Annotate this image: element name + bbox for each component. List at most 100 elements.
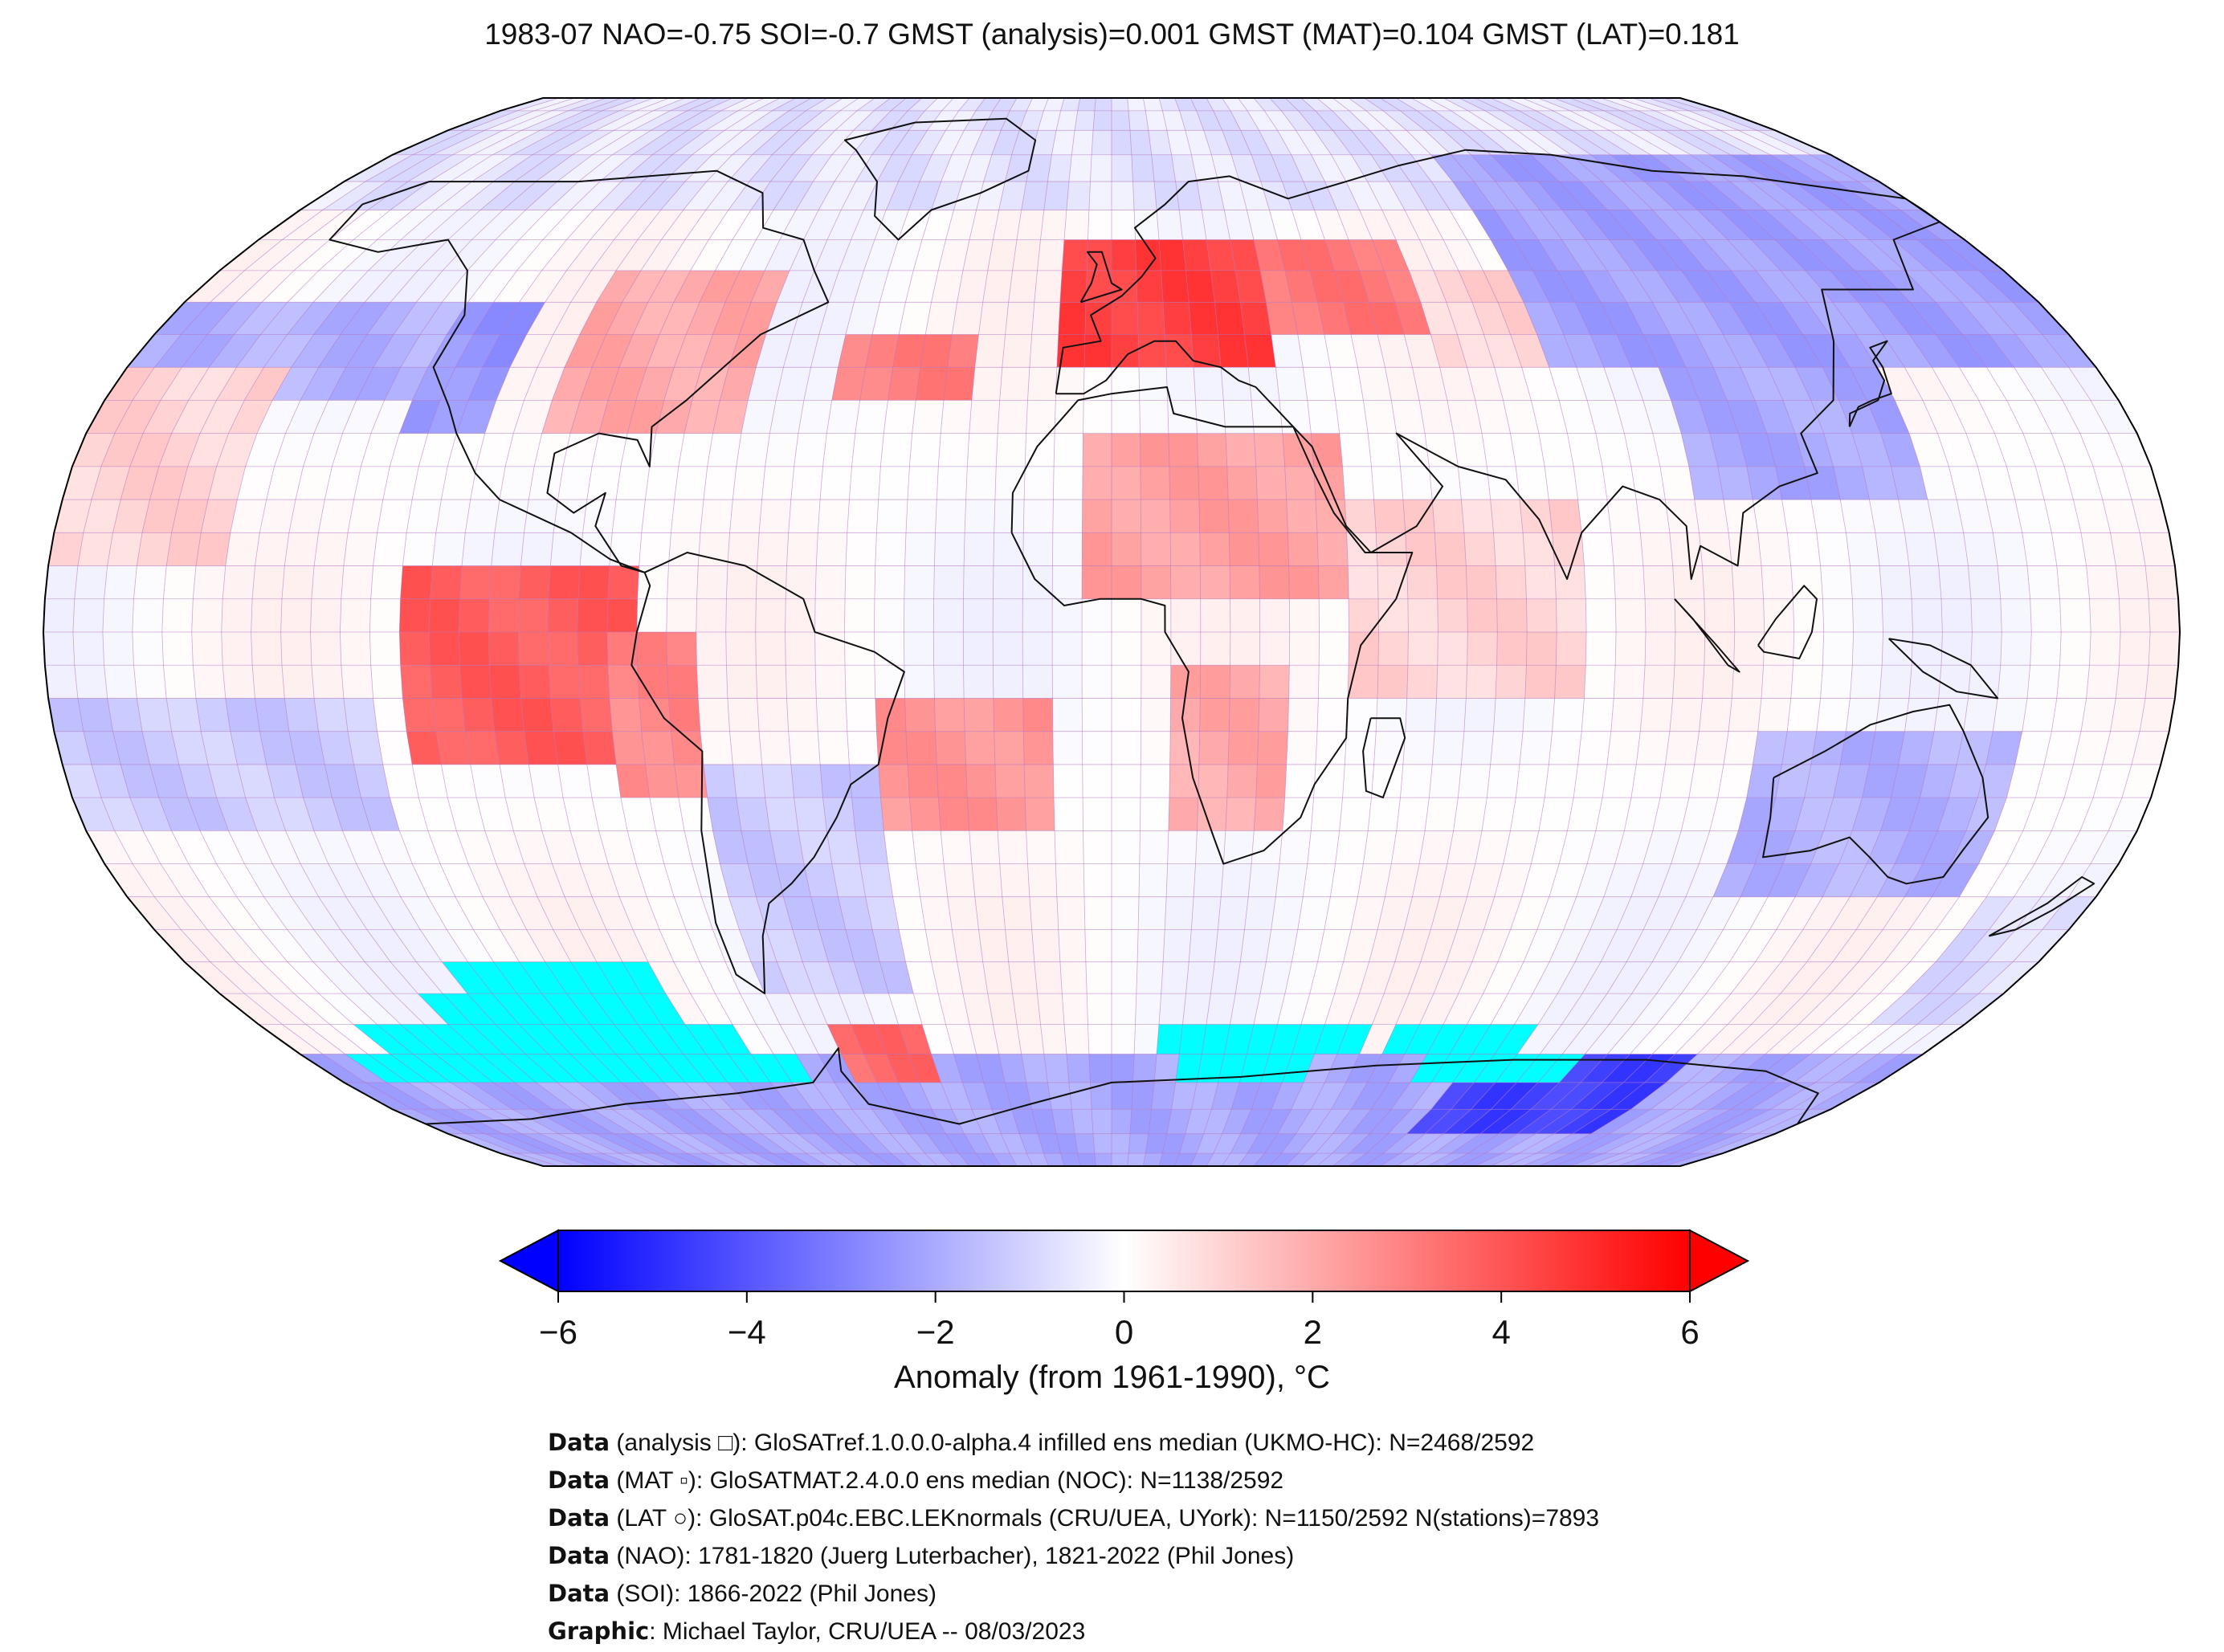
grid-cell xyxy=(2000,632,2032,666)
grid-cell xyxy=(158,797,201,831)
grid-cell xyxy=(638,1054,685,1083)
grid-cell xyxy=(1483,961,1524,994)
grid-cell xyxy=(1260,270,1292,303)
grid-cell xyxy=(1458,961,1498,994)
grid-cell xyxy=(1815,1054,1879,1083)
grid-cell xyxy=(182,334,235,368)
grid-cell xyxy=(1606,500,1641,533)
grid-cell xyxy=(1025,797,1055,831)
grid-cell xyxy=(1291,154,1325,182)
grid-cell xyxy=(520,698,554,732)
grid-cell xyxy=(429,632,460,666)
grid-cell xyxy=(1830,334,1878,368)
grid-cell xyxy=(1230,1133,1259,1154)
grid-cell xyxy=(827,210,864,240)
grid-cell xyxy=(1043,1054,1069,1083)
grid-cell xyxy=(736,797,770,831)
grid-cell xyxy=(796,182,835,210)
grid-cell xyxy=(1900,1024,1965,1054)
grid-cell xyxy=(755,1153,796,1166)
grid-cell xyxy=(1502,110,1554,131)
grid-cell xyxy=(377,1024,435,1054)
grid-cell xyxy=(1218,896,1249,930)
grid-cell xyxy=(345,182,408,210)
grid-cell xyxy=(2086,565,2120,599)
grid-cell xyxy=(1645,632,1675,666)
grid-cell xyxy=(1247,1024,1278,1054)
graticule-meridian xyxy=(1237,98,1350,1166)
grid-cell xyxy=(2027,565,2060,599)
grid-cell xyxy=(828,961,864,994)
grid-cell xyxy=(1281,110,1315,131)
grid-cell xyxy=(390,182,451,210)
grid-cell xyxy=(844,632,875,666)
grid-cell xyxy=(1437,632,1468,666)
grid-cell xyxy=(1138,334,1167,368)
grid-cell xyxy=(1088,210,1112,240)
graticule-meridian xyxy=(251,98,654,1166)
grid-cell xyxy=(1742,210,1799,240)
grid-cell xyxy=(570,400,609,434)
grid-cell xyxy=(674,764,708,798)
grid-cell xyxy=(1631,466,1666,500)
grid-cell xyxy=(879,270,914,303)
grid-cell xyxy=(1781,731,1817,765)
grid-cell xyxy=(1751,182,1811,210)
grid-cell xyxy=(1609,239,1657,271)
grid-cell xyxy=(704,1153,749,1166)
grid-cell xyxy=(1904,961,1962,994)
grid-cell xyxy=(1083,433,1112,467)
grid-cell xyxy=(906,500,937,533)
grid-cell xyxy=(1038,1133,1061,1154)
grid-cell xyxy=(244,863,292,897)
coastline xyxy=(1055,149,1941,580)
grid-cell xyxy=(1084,302,1112,335)
grid-cell xyxy=(641,500,675,533)
grid-cell xyxy=(1655,110,1720,131)
grid-cell xyxy=(1751,993,1806,1025)
grid-cell xyxy=(577,632,608,666)
grid-cell xyxy=(1316,731,1347,765)
grid-cell xyxy=(1303,863,1336,897)
grid-cell xyxy=(1292,1024,1325,1054)
grid-cell xyxy=(1112,532,1141,566)
grid-cell xyxy=(1271,154,1304,182)
grid-cell xyxy=(1648,98,1706,111)
grid-cell xyxy=(2116,665,2149,699)
grid-cell xyxy=(1324,334,1358,368)
grid-cell xyxy=(2119,632,2151,666)
grid-cell xyxy=(137,532,172,566)
grid-cell xyxy=(1289,632,1320,666)
grid-cell xyxy=(673,961,716,994)
grid-cell xyxy=(1297,334,1331,368)
grid-cell xyxy=(964,1133,993,1154)
grid-cell xyxy=(863,239,899,271)
grid-cell xyxy=(684,400,720,434)
grid-cell xyxy=(1301,239,1335,271)
grid-cell xyxy=(1363,400,1397,434)
grid-cell xyxy=(1496,632,1528,666)
grid-cell xyxy=(1822,632,1854,666)
grid-cell xyxy=(1602,466,1637,500)
credit-line-nao: Data (NAO): 1781-1820 (Juerg Luterbacher… xyxy=(548,1542,1295,1569)
grid-cell xyxy=(104,565,137,599)
grid-cell xyxy=(1775,993,1830,1025)
grid-cell xyxy=(1391,830,1426,864)
grid-cell xyxy=(1349,239,1385,271)
grid-cell xyxy=(129,797,172,831)
grid-cell xyxy=(318,993,377,1025)
graticule-meridian xyxy=(310,98,686,1166)
grid-cell xyxy=(2022,433,2065,467)
grid-cell xyxy=(621,1082,672,1110)
grid-cell xyxy=(1315,1133,1352,1154)
grid-cell xyxy=(891,1153,923,1166)
grid-cell xyxy=(1200,632,1230,666)
grid-cell xyxy=(1487,466,1520,500)
grid-cell xyxy=(1060,98,1080,111)
grid-cell xyxy=(822,1153,859,1166)
grid-cell xyxy=(871,110,908,131)
grid-cell xyxy=(1324,182,1360,210)
grid-cell xyxy=(566,239,614,271)
grid-cell xyxy=(412,764,448,798)
grid-cell xyxy=(1130,130,1152,155)
